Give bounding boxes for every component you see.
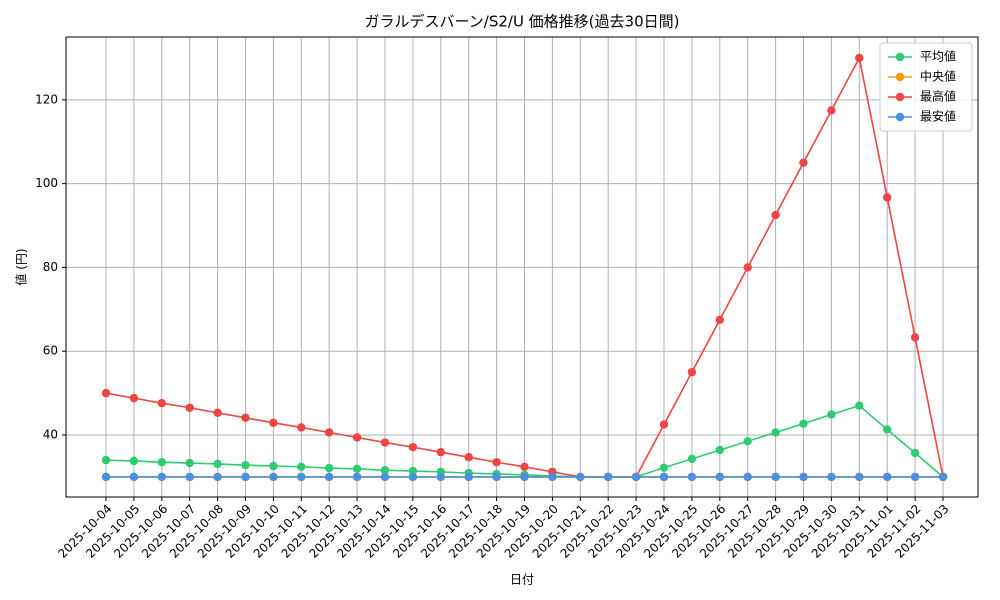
data-point (157, 472, 166, 482)
data-point (687, 454, 697, 464)
data-point (827, 410, 836, 419)
data-point (185, 403, 194, 412)
legend-label: 中央値 (920, 69, 956, 84)
legend-label: 平均値 (920, 49, 956, 64)
data-point (213, 472, 222, 482)
legend-label: 最高値 (920, 89, 956, 104)
data-point (799, 419, 808, 428)
y-tick-label: 120 (35, 92, 58, 106)
data-point (883, 193, 892, 202)
data-point (659, 420, 669, 429)
data-point (352, 433, 362, 442)
data-point (129, 393, 139, 403)
data-point (380, 465, 390, 475)
data-point (408, 442, 418, 452)
data-point (185, 472, 194, 482)
data-point (771, 472, 780, 482)
legend-marker (895, 52, 905, 62)
data-point (325, 463, 334, 473)
data-point (771, 428, 780, 437)
data-point (659, 472, 669, 482)
data-point (297, 423, 306, 432)
data-point (101, 455, 111, 465)
data-point (436, 447, 445, 457)
data-point (938, 472, 948, 482)
data-point (408, 466, 418, 476)
data-point (241, 472, 250, 482)
data-point (464, 453, 473, 462)
data-point (687, 367, 697, 377)
data-point (325, 472, 334, 482)
data-point (492, 472, 501, 482)
legend-marker (895, 112, 905, 122)
data-point (743, 437, 752, 446)
data-point (855, 53, 864, 63)
data-point (352, 472, 362, 482)
data-point (241, 460, 250, 470)
data-point (687, 472, 697, 482)
data-point (101, 472, 111, 482)
data-point (408, 472, 418, 482)
data-point (743, 263, 752, 272)
data-point (269, 472, 278, 482)
data-point (241, 413, 250, 423)
legend-marker (895, 72, 905, 82)
y-axis-label: 値 (円) (14, 248, 29, 285)
data-point (380, 472, 390, 482)
data-point (910, 472, 920, 482)
data-point (883, 472, 892, 482)
y-tick-label: 60 (43, 344, 58, 358)
x-axis-label: 日付 (510, 573, 534, 587)
data-point (715, 472, 724, 482)
data-point (157, 398, 166, 408)
data-point (520, 462, 529, 472)
data-point (157, 458, 166, 467)
data-point (352, 464, 362, 474)
legend-box (879, 42, 973, 132)
data-point (129, 472, 139, 482)
data-point (436, 472, 445, 482)
data-point (910, 448, 920, 458)
data-point (771, 210, 780, 220)
data-point (548, 472, 557, 482)
data-point (520, 472, 529, 482)
data-point (855, 401, 864, 410)
data-point (325, 428, 334, 437)
data-point (910, 333, 920, 342)
data-point (743, 472, 752, 482)
legend-marker (895, 92, 905, 102)
data-point (576, 472, 585, 482)
data-point (631, 472, 641, 482)
legend-label: 最安値 (920, 109, 956, 124)
data-point (715, 315, 724, 324)
data-point (269, 418, 278, 428)
y-tick-label: 100 (35, 176, 58, 190)
data-point (213, 459, 222, 469)
data-point (297, 462, 306, 472)
data-point (827, 472, 836, 482)
data-point (855, 472, 864, 482)
data-point (380, 438, 390, 447)
data-point (129, 456, 139, 466)
data-point (297, 472, 306, 482)
plot-frame (65, 36, 979, 498)
data-point (213, 408, 222, 417)
data-point (464, 472, 473, 482)
data-point (715, 445, 724, 455)
data-point (604, 472, 613, 482)
data-point (659, 463, 669, 472)
chart-title: ガラルデスバーン/S2/U 価格推移(過去30日間) (365, 13, 680, 31)
data-point (799, 472, 808, 482)
data-point (799, 158, 808, 167)
data-point (269, 461, 278, 471)
y-tick-label: 40 (43, 427, 58, 441)
y-tick-label: 80 (43, 260, 58, 274)
data-point (492, 458, 501, 467)
data-point (883, 425, 892, 434)
data-point (185, 458, 194, 468)
data-point (827, 106, 836, 115)
data-point (101, 388, 111, 398)
